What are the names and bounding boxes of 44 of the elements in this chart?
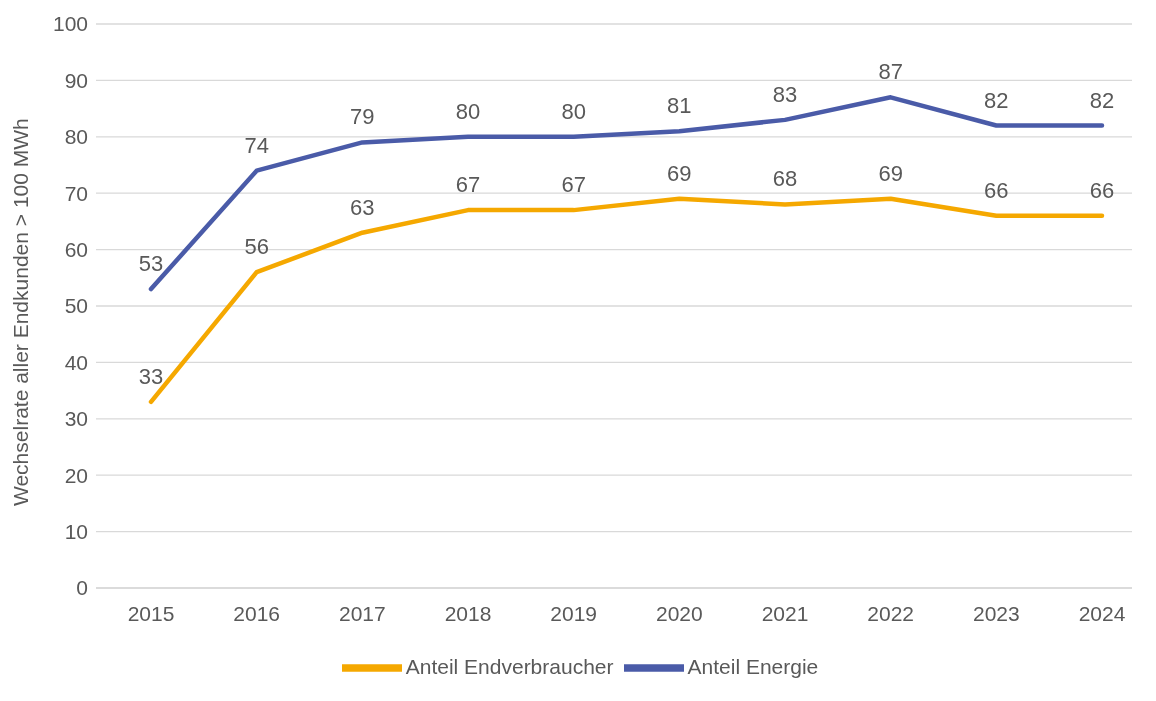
y-tick-label: 40 (64, 350, 88, 374)
data-label: 81 (667, 93, 692, 119)
data-label: 74 (244, 132, 269, 158)
data-label: 33 (138, 363, 164, 389)
x-tick-label: 2021 (761, 601, 809, 625)
data-label: 87 (878, 59, 903, 85)
x-tick-label: 2022 (867, 601, 915, 625)
y-tick-label: 20 (64, 463, 88, 487)
data-label: 83 (772, 81, 798, 107)
data-label: 80 (561, 98, 586, 124)
x-tick-label: 2017 (338, 601, 386, 625)
y-tick-label: 60 (64, 238, 88, 262)
x-tick-label: 2016 (233, 601, 281, 625)
y-tick-label: 0 (76, 576, 88, 600)
y-axis-title: Wechselrate aller Endkunden > 100 MWh (9, 118, 33, 506)
data-label: 82 (984, 87, 1009, 113)
data-label: 80 (455, 98, 481, 124)
data-label: 56 (244, 234, 269, 260)
data-label: 66 (984, 177, 1009, 203)
data-label: 53 (138, 251, 164, 277)
y-tick-label: 90 (64, 68, 88, 92)
data-label: 68 (772, 166, 798, 192)
x-tick-label: 2020 (655, 601, 703, 625)
y-tick-label: 10 (64, 520, 88, 544)
data-label: 67 (455, 172, 481, 198)
y-tick-label: 100 (52, 12, 88, 36)
y-tick-label: 70 (64, 181, 88, 205)
x-tick-label: 2019 (550, 601, 598, 625)
x-tick-label: 2024 (1078, 601, 1126, 625)
y-tick-label: 30 (64, 407, 88, 431)
x-tick-label: 2023 (972, 601, 1020, 625)
y-tick-label: 80 (64, 125, 88, 149)
legend-label: Anteil Energie (687, 654, 819, 678)
x-tick-label: 2018 (444, 601, 492, 625)
x-tick-label: 2015 (127, 601, 175, 625)
data-label: 79 (350, 104, 375, 130)
y-tick-label: 50 (64, 294, 88, 318)
data-label: 69 (878, 160, 903, 186)
data-label: 67 (561, 172, 586, 198)
data-label: 69 (667, 160, 692, 186)
data-label: 82 (1089, 87, 1115, 113)
legend-label: Anteil Endverbraucher (405, 654, 614, 678)
data-label: 63 (350, 194, 375, 220)
data-label: 66 (1089, 177, 1115, 203)
